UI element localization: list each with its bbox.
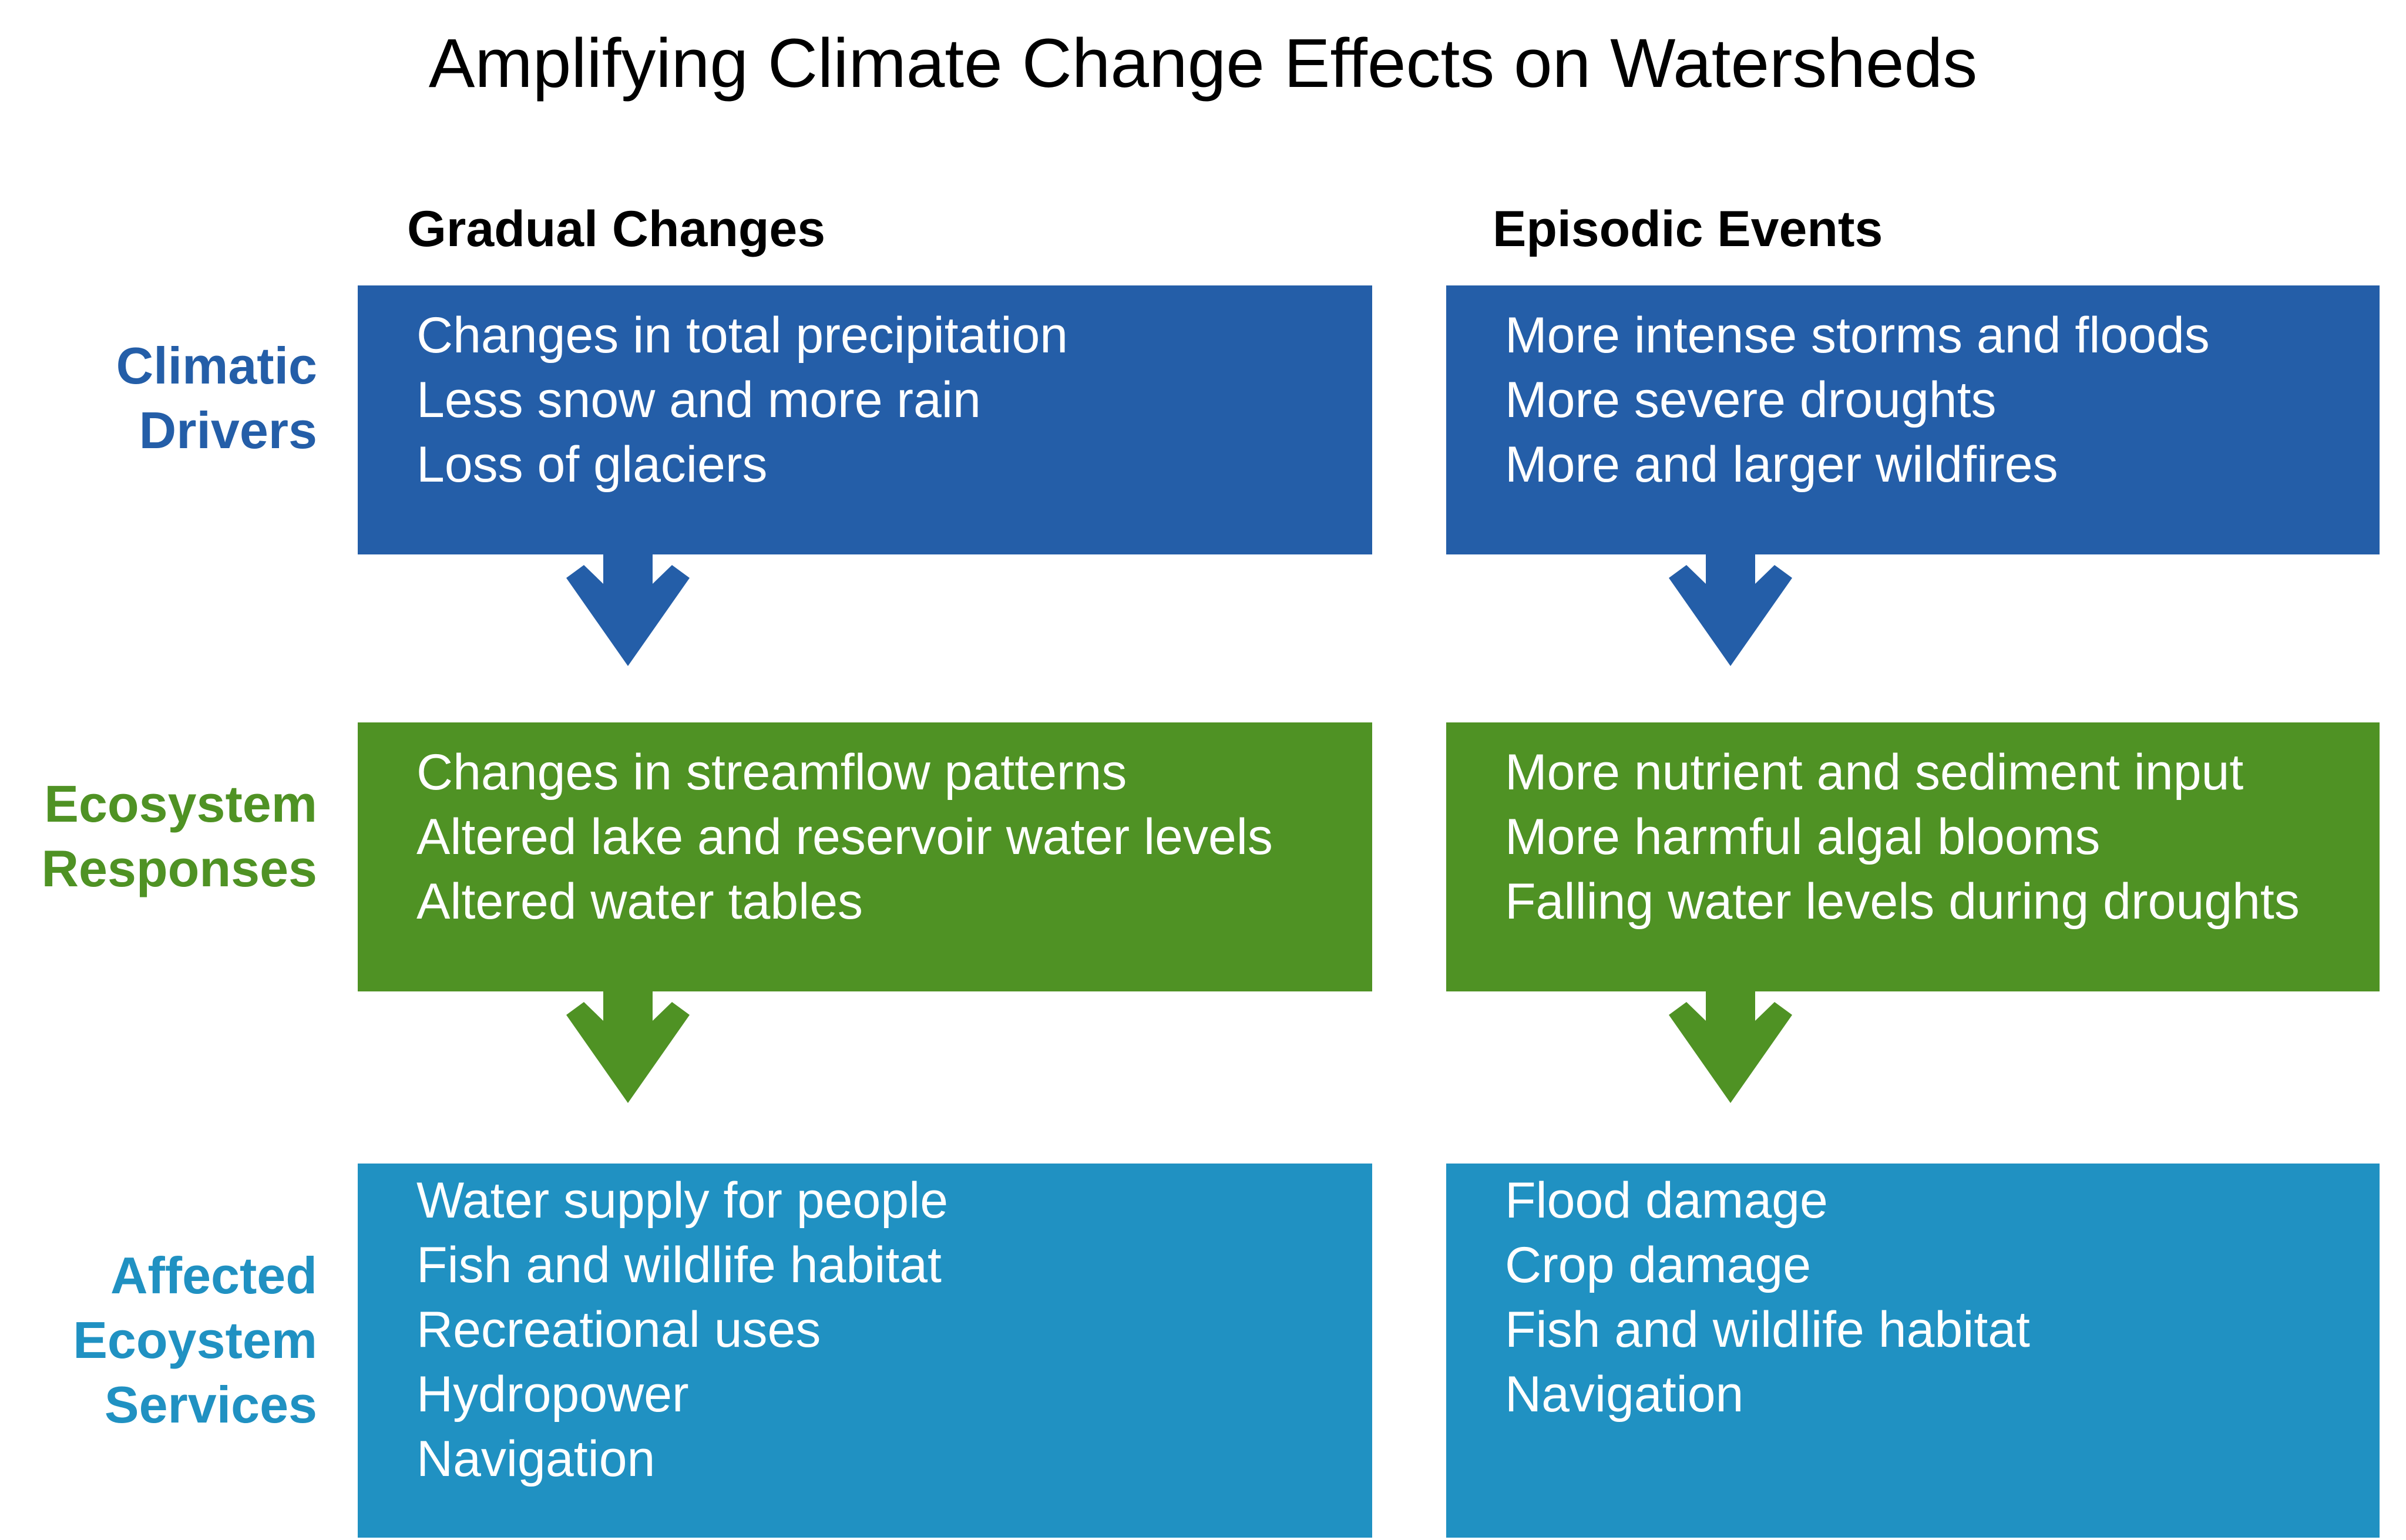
row-label-affected-services: Affected Ecoystem Services xyxy=(73,1243,317,1437)
box-services-gradual: Water supply for people Fish and wildlif… xyxy=(358,1164,1372,1538)
row-label-line: Services xyxy=(104,1376,317,1434)
box-item: Altered lake and reservoir water levels xyxy=(416,809,1273,865)
box-item: More and larger wildfires xyxy=(1505,436,2058,493)
column-header-episodic: Episodic Events xyxy=(1493,201,1883,257)
arrow-down-icon xyxy=(566,554,690,666)
box-item: More severe droughts xyxy=(1505,372,1997,428)
box-item: Loss of glaciers xyxy=(416,436,768,493)
box-item: Flood damage xyxy=(1505,1172,1828,1229)
box-item: More harmful algal blooms xyxy=(1505,809,2101,865)
box-item: Recreational uses xyxy=(416,1302,821,1358)
box-item: Water supply for people xyxy=(416,1172,949,1229)
box-item: Changes in streamflow patterns xyxy=(416,744,1127,801)
box-item: Changes in total precipitation xyxy=(416,307,1068,364)
box-item: Falling water levels during droughts xyxy=(1505,873,2300,930)
box-item: Less snow and more rain xyxy=(416,372,981,428)
column-header-gradual: Gradual Changes xyxy=(407,201,826,257)
box-item: Navigation xyxy=(1505,1366,1744,1423)
row-label-line: Climatic xyxy=(116,337,317,395)
row-label-line: Responses xyxy=(41,839,317,897)
row-label-ecosystem-responses: Ecosystem Responses xyxy=(41,772,317,901)
arrow-down-icon xyxy=(1669,991,1792,1103)
box-item: Altered water tables xyxy=(416,873,863,930)
box-responses-episodic: More nutrient and sediment input More ha… xyxy=(1446,722,2380,991)
row-label-line: Drivers xyxy=(139,401,317,459)
arrow-down-icon xyxy=(1669,554,1792,666)
box-item: Crop damage xyxy=(1505,1237,1812,1293)
box-item: More nutrient and sediment input xyxy=(1505,744,2244,801)
box-item: Navigation xyxy=(416,1431,656,1487)
box-responses-gradual: Changes in streamflow patterns Altered l… xyxy=(358,722,1372,991)
diagram-title: Amplifying Climate Change Effects on Wat… xyxy=(428,25,1978,102)
box-drivers-gradual: Changes in total precipitation Less snow… xyxy=(358,285,1372,554)
box-item: Fish and wildlife habitat xyxy=(1505,1302,2030,1358)
arrow-down-icon xyxy=(566,991,690,1103)
row-label-climatic-drivers: Climatic Drivers xyxy=(116,334,317,463)
row-label-line: Affected xyxy=(110,1246,317,1304)
box-item: Hydropower xyxy=(416,1366,689,1423)
row-label-line: Ecoystem xyxy=(73,1311,317,1369)
box-services-episodic: Flood damage Crop damage Fish and wildli… xyxy=(1446,1164,2380,1538)
box-item: More intense storms and floods xyxy=(1505,307,2210,364)
box-item: Fish and wildlife habitat xyxy=(416,1237,942,1293)
row-label-line: Ecosystem xyxy=(44,775,317,833)
box-drivers-episodic: More intense storms and floods More seve… xyxy=(1446,285,2380,554)
